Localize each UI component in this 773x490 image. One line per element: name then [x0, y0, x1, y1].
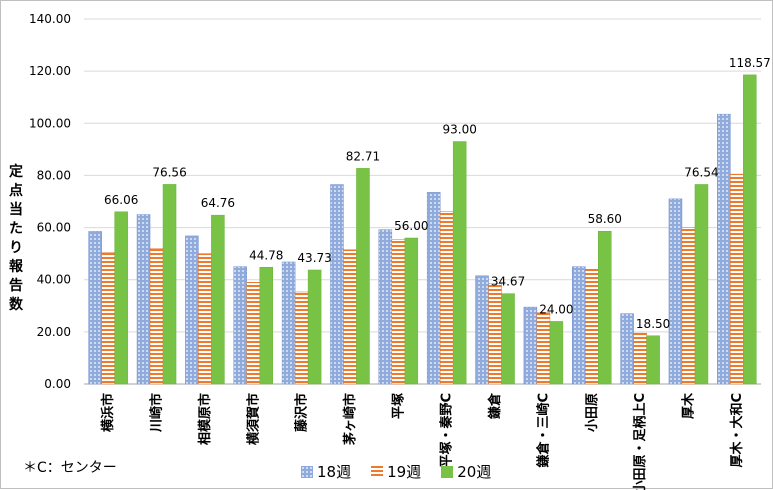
legend-label-18: 18週: [317, 463, 352, 481]
bar-20週-小田原・足柄上C: [646, 335, 660, 385]
data-label-20-平塚・秦野C: 93.00: [442, 123, 476, 137]
y-tick-label: 140.00: [29, 12, 71, 26]
data-label-20-川崎市: 76.56: [152, 165, 186, 179]
legend-item-18: 18週: [301, 461, 351, 482]
x-category-label: 小田原・足柄上C: [632, 393, 648, 490]
y-axis-label: 定点当たり報告数: [9, 164, 23, 313]
y-tick-label: 80.00: [37, 168, 71, 182]
y-tick-label: 120.00: [29, 64, 71, 78]
legend-label-19: 19週: [387, 463, 422, 481]
y-tick-label: 20.00: [37, 325, 71, 339]
x-category-label: 鎌倉: [487, 392, 503, 420]
bar-20週-厚木・大和C: [743, 74, 757, 385]
data-label-20-厚木: 76.54: [684, 165, 718, 179]
y-tick-label: 60.00: [37, 221, 71, 235]
bar-20週-川崎市: [162, 184, 177, 385]
data-label-20-鎌倉: 34.67: [491, 275, 525, 289]
bar-20週-厚木: [694, 184, 709, 385]
bar-18週-小田原・足柄上C: [620, 313, 634, 385]
bar-18週-横須賀市: [233, 266, 247, 385]
data-label-20-厚木・大和C: 118.57: [729, 56, 771, 70]
bar-18週-相模原市: [185, 235, 199, 385]
bar-20週-平塚・秦野C: [452, 141, 467, 385]
bar-19週-横須賀市: [246, 282, 260, 385]
x-category-label: 厚木: [680, 392, 696, 419]
data-label-20-横須賀市: 44.78: [249, 248, 283, 262]
x-category-label: 茅ヶ崎市: [342, 393, 358, 445]
legend-label-20: 20週: [457, 463, 492, 481]
x-category-label: 平塚・秦野C: [439, 393, 455, 468]
x-category-label: 藤沢市: [294, 393, 310, 432]
bar-20週-横浜市: [114, 211, 128, 385]
bar-19週-平塚: [391, 239, 406, 385]
bar-20週-平塚: [404, 237, 419, 385]
data-label-20-小田原: 58.60: [588, 212, 622, 226]
bar-19週-茅ヶ崎市: [343, 249, 357, 385]
bar-20週-相模原市: [211, 214, 225, 385]
bar-19週-鎌倉: [488, 283, 502, 385]
bar-20週-鎌倉・三崎C: [549, 321, 564, 385]
bar-19週-小田原: [585, 269, 599, 385]
x-category-label: 川崎市: [149, 393, 165, 433]
bar-18週-平塚・秦野C: [426, 192, 441, 385]
bar-19週-藤沢市: [294, 291, 309, 385]
bar-20週-小田原: [598, 230, 612, 385]
bar-18週-茅ヶ崎市: [330, 184, 344, 385]
x-category-label: 平塚: [391, 393, 406, 419]
bars: [88, 74, 757, 385]
x-category-label: 鎌倉・三崎C: [535, 393, 551, 469]
legend-swatch-18: [301, 465, 313, 478]
legend-swatch-20: [441, 465, 454, 478]
bar-20週-藤沢市: [307, 269, 322, 385]
data-label-20-相模原市: 64.76: [201, 196, 235, 210]
legend-swatch-19: [371, 465, 384, 478]
bar-20週-横須賀市: [259, 267, 273, 385]
x-category-label: 横須賀市: [245, 393, 261, 445]
legend-item-19: 19週: [371, 461, 421, 482]
legend-item-20: 20週: [441, 461, 491, 482]
x-category-label: 横浜市: [100, 393, 116, 432]
bar-19週-相模原市: [198, 253, 212, 385]
legend: 18週 19週 20週: [301, 461, 491, 482]
bar-18週-小田原: [572, 266, 586, 385]
bar-19週-平塚・秦野C: [439, 211, 454, 385]
bar-18週-厚木: [668, 198, 683, 385]
footnote: ＊C：センター: [23, 460, 117, 476]
y-tick-label: 40.00: [37, 273, 71, 287]
x-category-label: 小田原: [585, 393, 600, 432]
y-tick-label: 100.00: [29, 116, 71, 130]
bar-18週-横浜市: [88, 231, 102, 385]
bar-18週-鎌倉: [475, 275, 489, 385]
bar-20週-鎌倉: [501, 293, 515, 385]
bar-18週-川崎市: [136, 214, 151, 385]
data-label-20-横浜市: 66.06: [104, 193, 138, 207]
bar-19週-川崎市: [149, 248, 164, 385]
bar-20週-茅ヶ崎市: [356, 168, 370, 385]
x-category-label: 厚木・大和C: [729, 393, 745, 468]
bar-18週-藤沢市: [281, 261, 296, 385]
data-label-20-小田原・足柄上C: 18.50: [636, 317, 670, 331]
x-category-label: 相模原市: [197, 393, 213, 445]
data-labels: 66.06 76.56 64.76 44.78 43.73 82.71 56.00 93.00…: [104, 56, 771, 331]
bar-18週-平塚: [378, 229, 393, 385]
bar-19週-小田原・足柄上C: [633, 332, 647, 385]
bar-18週-厚木・大和C: [717, 113, 731, 385]
y-tick-label: 0.00: [44, 377, 71, 391]
bar-19週-厚木: [681, 227, 696, 385]
data-label-20-藤沢市: 43.73: [297, 251, 331, 265]
data-label-20-茅ヶ崎市: 82.71: [346, 149, 380, 163]
bar-19週-厚木・大和C: [730, 173, 744, 385]
y-axis-ticks: 0.00 20.00 40.00 60.00 80.00 100.00 120.00 140.…: [29, 12, 71, 391]
bar-18週-鎌倉・三崎C: [523, 306, 538, 385]
bar-19週-鎌倉・三崎C: [536, 312, 551, 385]
bar-19週-横浜市: [101, 252, 115, 385]
data-label-20-鎌倉・三崎C: 24.00: [539, 302, 573, 316]
data-label-20-平塚: 56.00: [394, 219, 428, 233]
x-axis-categories: 横浜市 川崎市 相模原市 横須賀市 藤沢市 茅ヶ崎市 平塚 平塚・秦野C 鎌倉 鎌倉・三崎C 小田原…: [100, 392, 745, 490]
